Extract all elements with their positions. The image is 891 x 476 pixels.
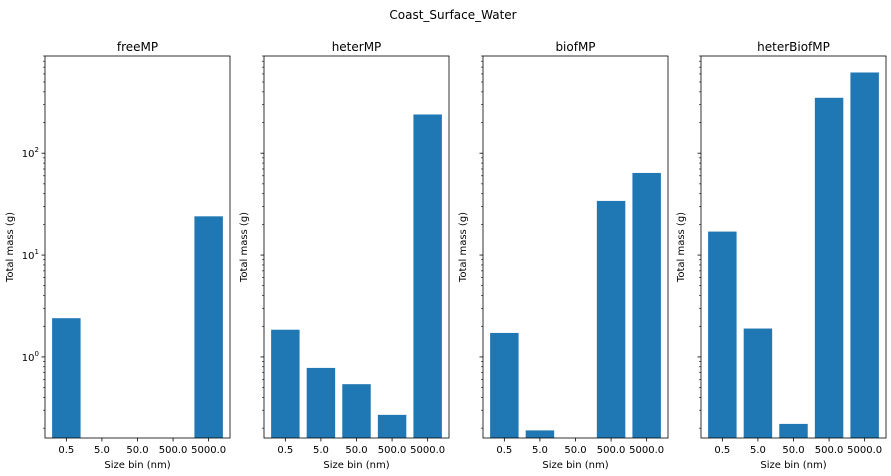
x-tick-label: 500.0 [159, 445, 188, 456]
y-axis-label: Total mass (g) [239, 212, 250, 283]
bar-heterMP-50.0 [342, 384, 371, 438]
x-tick-label: 5000.0 [847, 445, 882, 456]
x-tick-label: 0.5 [496, 445, 512, 456]
bar-biofMP-0.5 [490, 332, 519, 438]
panel-title: biofMP [555, 40, 595, 54]
bar-heterMP-5.0 [306, 367, 336, 438]
x-tick-label: 0.5 [714, 445, 730, 456]
chart-panel-biofMP: 0.5 5.0 50.0 500.0 5000.0 biofMP Size bin (nm)… [458, 40, 669, 471]
x-tick-label: 5000.0 [191, 445, 226, 456]
x-axis-label: Size bin (nm) [542, 460, 608, 471]
chart-panel-heterMP: 0.5 5.0 50.0 500.0 5000.0 heterMP Size bin (nm… [239, 40, 450, 471]
bar-freeMP-5000.0 [194, 216, 223, 438]
x-tick-label: 500.0 [597, 445, 626, 456]
chart-panel-freeMP: 0.5 5.0 50.0 500.0 5000.0 100 101 102 freeMP Size… [5, 40, 231, 471]
panels: 0.5 5.0 50.0 500.0 5000.0100101102freeMPSize… [5, 40, 887, 471]
panel-title: heterMP [332, 40, 382, 54]
panel-title: heterBiofMP [757, 40, 830, 54]
x-tick-label: 5.0 [94, 445, 110, 456]
x-tick-label: 0.5 [277, 445, 293, 456]
bar-biofMP-500.0 [596, 200, 626, 438]
y-axis-label: Total mass (g) [458, 212, 469, 283]
y-axis-label: Total mass (g) [5, 212, 16, 283]
bar-heterMP-500.0 [377, 414, 407, 438]
x-tick-label: 500.0 [378, 445, 407, 456]
x-tick-label: 5.0 [750, 445, 766, 456]
x-tick-label: 50.0 [126, 445, 148, 456]
y-axis-label: Total mass (g) [676, 212, 687, 283]
chart-panel-heterBiofMP: 0.5 5.0 50.0 500.0 5000.0 heterBiofMP Size bin… [676, 40, 887, 471]
bar-heterBiofMP-5.0 [743, 328, 773, 438]
y-tick-label: 101 [22, 248, 39, 262]
x-tick-label: 5.0 [532, 445, 548, 456]
x-tick-label: 50.0 [345, 445, 367, 456]
x-axis-label: Size bin (nm) [760, 460, 826, 471]
bar-heterMP-5000.0 [413, 114, 442, 438]
bar-biofMP-5.0 [525, 430, 555, 438]
x-tick-label: 5.0 [313, 445, 329, 456]
bar-heterBiofMP-5000.0 [850, 72, 879, 438]
bar-heterBiofMP-500.0 [814, 97, 844, 438]
bar-heterBiofMP-0.5 [708, 231, 737, 438]
x-axis-label: Size bin (nm) [323, 460, 389, 471]
bar-freeMP-0.5 [52, 318, 81, 438]
y-tick-label: 100 [22, 350, 39, 364]
x-tick-label: 5000.0 [410, 445, 445, 456]
x-axis-label: Size bin (nm) [104, 460, 170, 471]
x-tick-label: 500.0 [815, 445, 844, 456]
x-tick-label: 5000.0 [629, 445, 664, 456]
x-tick-label: 50.0 [782, 445, 804, 456]
bar-biofMP-5000.0 [632, 172, 661, 438]
panel-title: freeMP [117, 40, 158, 54]
figure-suptitle: Coast_Surface_Water [389, 8, 516, 22]
bar-heterMP-0.5 [271, 329, 300, 438]
x-tick-label: 0.5 [58, 445, 74, 456]
y-tick-label: 102 [22, 146, 39, 160]
bar-heterBiofMP-50.0 [779, 423, 808, 438]
x-tick-label: 50.0 [564, 445, 586, 456]
